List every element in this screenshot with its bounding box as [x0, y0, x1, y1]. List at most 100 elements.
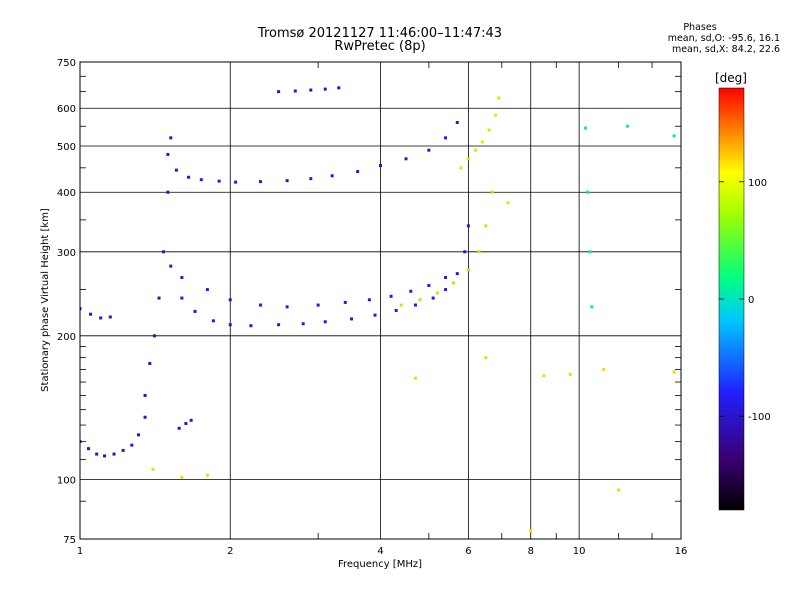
x-tick-label: 1 — [77, 546, 83, 557]
scatter-point — [180, 276, 184, 280]
scatter-point — [99, 316, 103, 320]
x-tick-label: 6 — [465, 546, 471, 557]
x-tick-labels: 1 2 4 6 8 10 16 — [77, 546, 688, 557]
scatter-point — [672, 134, 676, 138]
scatter-point — [166, 190, 170, 194]
scatter-point — [89, 312, 93, 316]
scatter-point — [455, 121, 459, 125]
scatter-point — [444, 136, 448, 140]
scatter-point — [177, 426, 181, 430]
scatter-point — [542, 374, 546, 378]
scatter-point — [148, 361, 152, 365]
x-tick-label: 4 — [377, 546, 383, 557]
phase-stats-x-mode: mean, sd,X: 84.2, 22.6 — [671, 44, 780, 55]
scatter-point — [466, 268, 470, 272]
y-axis-title: Stationary phase Virtual Height [km] — [40, 208, 51, 392]
scatter-point — [301, 322, 305, 326]
scatter-point — [169, 264, 173, 268]
scatter-point — [152, 334, 156, 338]
scatter-point — [166, 152, 170, 156]
scatter-point — [187, 175, 191, 179]
scatter-point — [337, 86, 341, 90]
scatter-point — [459, 166, 463, 170]
colorbar-title: [deg] — [715, 71, 747, 85]
scatter-point — [323, 87, 327, 91]
scatter-point — [103, 454, 107, 458]
colorbar-tick-label: 100 — [748, 178, 767, 189]
scatter-point — [413, 303, 417, 307]
scatter-point — [137, 433, 141, 437]
scatter-point — [427, 148, 431, 152]
scatter-point — [463, 250, 467, 254]
phase-stats-title: Phases — [683, 22, 717, 33]
scatter-point — [427, 283, 431, 287]
scatter-point — [121, 448, 125, 452]
scatter-point — [588, 250, 592, 254]
scatter-point — [80, 307, 82, 311]
scatter-point — [506, 201, 510, 205]
scatter-point — [211, 319, 215, 323]
scatter-point — [367, 298, 371, 302]
grid-lines — [80, 62, 681, 539]
scatter-point — [293, 89, 297, 93]
scatter-point — [205, 473, 209, 477]
scatter-point — [568, 372, 572, 376]
scatter-point — [444, 276, 448, 280]
scatter-point — [259, 303, 263, 307]
scatter-point — [404, 157, 408, 161]
scatter-point — [584, 126, 588, 130]
scatter-point — [323, 320, 327, 324]
scatter-point — [309, 177, 313, 181]
chart-subtitle: RwPretec (8p) — [334, 39, 426, 54]
scatter-point — [466, 157, 470, 161]
chart-title: Tromsø 20121127 11:46:00–11:47:43 — [257, 26, 503, 41]
x-tick-label: 2 — [227, 546, 233, 557]
y-tick-labels: 75 100 200 300 400 500 600 750 — [57, 58, 76, 546]
scatter-point — [617, 488, 621, 492]
x-tick-label: 10 — [573, 546, 586, 557]
x-axis-title: Frequency [MHz] — [338, 559, 422, 570]
colorbar-ticks: 100 0 -100 — [719, 178, 771, 423]
scatter-point — [602, 367, 606, 371]
scatter-point — [444, 288, 448, 292]
scatter-point — [431, 296, 435, 300]
scatter-point — [497, 96, 501, 100]
scatter-point — [418, 298, 422, 302]
scatter-point — [157, 296, 161, 300]
scatter-point — [180, 296, 184, 300]
scatter-point — [309, 88, 313, 92]
scatter-point — [151, 467, 155, 471]
scatter-point — [477, 250, 481, 254]
scatter-point — [316, 303, 320, 307]
scatter-point — [451, 281, 455, 285]
scatter-point — [529, 529, 533, 533]
scatter-points — [80, 86, 676, 533]
y-tick-label: 100 — [57, 475, 76, 486]
scatter-point — [394, 308, 398, 312]
y-tick-label: 200 — [57, 332, 76, 343]
scatter-point — [277, 90, 281, 94]
scatter-point — [228, 298, 232, 302]
scatter-point — [285, 305, 289, 309]
scatter-point — [373, 313, 377, 317]
scatter-point — [108, 315, 112, 319]
scatter-point — [143, 393, 147, 397]
y-tick-label: 300 — [57, 248, 76, 259]
scatter-point — [95, 452, 99, 456]
colorbar-tick-label: 0 — [748, 295, 754, 306]
phase-stats: Phases mean, sd,O: -95.6, 16.1 mean, sd,… — [580, 22, 780, 55]
scatter-point — [590, 305, 594, 309]
scatter-point — [455, 272, 459, 276]
chart-title-block: Tromsø 20121127 11:46:00–11:47:43 RwPret… — [230, 27, 530, 53]
scatter-point — [189, 418, 193, 422]
scatter-point — [249, 324, 253, 328]
plot-frame — [79, 61, 682, 540]
scatter-point — [356, 170, 360, 174]
scatter-point — [466, 224, 470, 228]
scatter-point — [277, 323, 281, 327]
scatter-point — [625, 124, 629, 128]
scatter-point — [484, 356, 488, 360]
scatter-point — [112, 452, 116, 456]
scatter-point — [480, 140, 484, 144]
scatter-point — [484, 224, 488, 228]
